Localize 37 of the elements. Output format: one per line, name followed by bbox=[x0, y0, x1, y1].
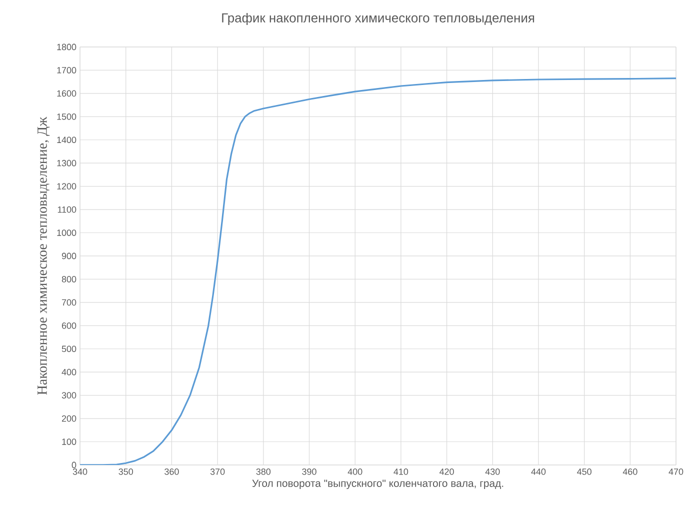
x-tick-label: 470 bbox=[668, 468, 684, 475]
y-tick-label: 300 bbox=[62, 392, 76, 398]
y-tick-label: 200 bbox=[62, 415, 76, 422]
y-tick-label: 1300 bbox=[57, 160, 76, 166]
x-tick-label: 340 bbox=[72, 468, 88, 475]
y-tick-label: 600 bbox=[62, 322, 76, 329]
y-tick-label: 800 bbox=[62, 276, 76, 282]
y-tick-label: 900 bbox=[62, 252, 76, 260]
x-axis-title: Угол поворота "выпускного" коленчатого вала, град. bbox=[252, 480, 504, 490]
y-tick-label: 1000 bbox=[57, 230, 76, 236]
y-tick-label: 1500 bbox=[57, 113, 76, 120]
line-series bbox=[80, 78, 676, 465]
y-tick-label: 400 bbox=[62, 368, 76, 376]
y-tick-label: 1400 bbox=[57, 136, 76, 144]
x-tick-label: 420 bbox=[440, 468, 454, 475]
y-tick-label: 1600 bbox=[57, 90, 76, 97]
x-tick-label: 370 bbox=[210, 468, 225, 475]
x-tick-label: 460 bbox=[622, 468, 638, 475]
y-tick-label: 500 bbox=[62, 346, 76, 352]
x-tick-label: 410 bbox=[394, 468, 408, 475]
x-tick-label: 400 bbox=[348, 468, 362, 475]
x-tick-label: 390 bbox=[302, 468, 316, 475]
x-tick-label: 380 bbox=[256, 468, 271, 475]
y-tick-label: 700 bbox=[62, 299, 76, 306]
chart-title: График накопленного химического тепловыделения bbox=[222, 12, 534, 26]
x-tick-label: 440 bbox=[531, 468, 546, 475]
y-tick-label: 1100 bbox=[58, 206, 76, 213]
y-tick-label: 0 bbox=[72, 462, 76, 468]
y-tick-label: 1200 bbox=[57, 183, 76, 190]
y-tick-label: 1800 bbox=[57, 44, 76, 50]
y-tick-label: 1700 bbox=[57, 67, 76, 74]
x-tick-label: 450 bbox=[577, 468, 592, 475]
x-tick-label: 360 bbox=[164, 468, 179, 475]
y-tick-label: 100 bbox=[62, 438, 76, 445]
y-axis-title: Накопленное химическое тепловыделение, Дж bbox=[38, 116, 50, 395]
x-tick-label: 430 bbox=[485, 468, 500, 475]
x-tick-label: 350 bbox=[118, 468, 133, 475]
